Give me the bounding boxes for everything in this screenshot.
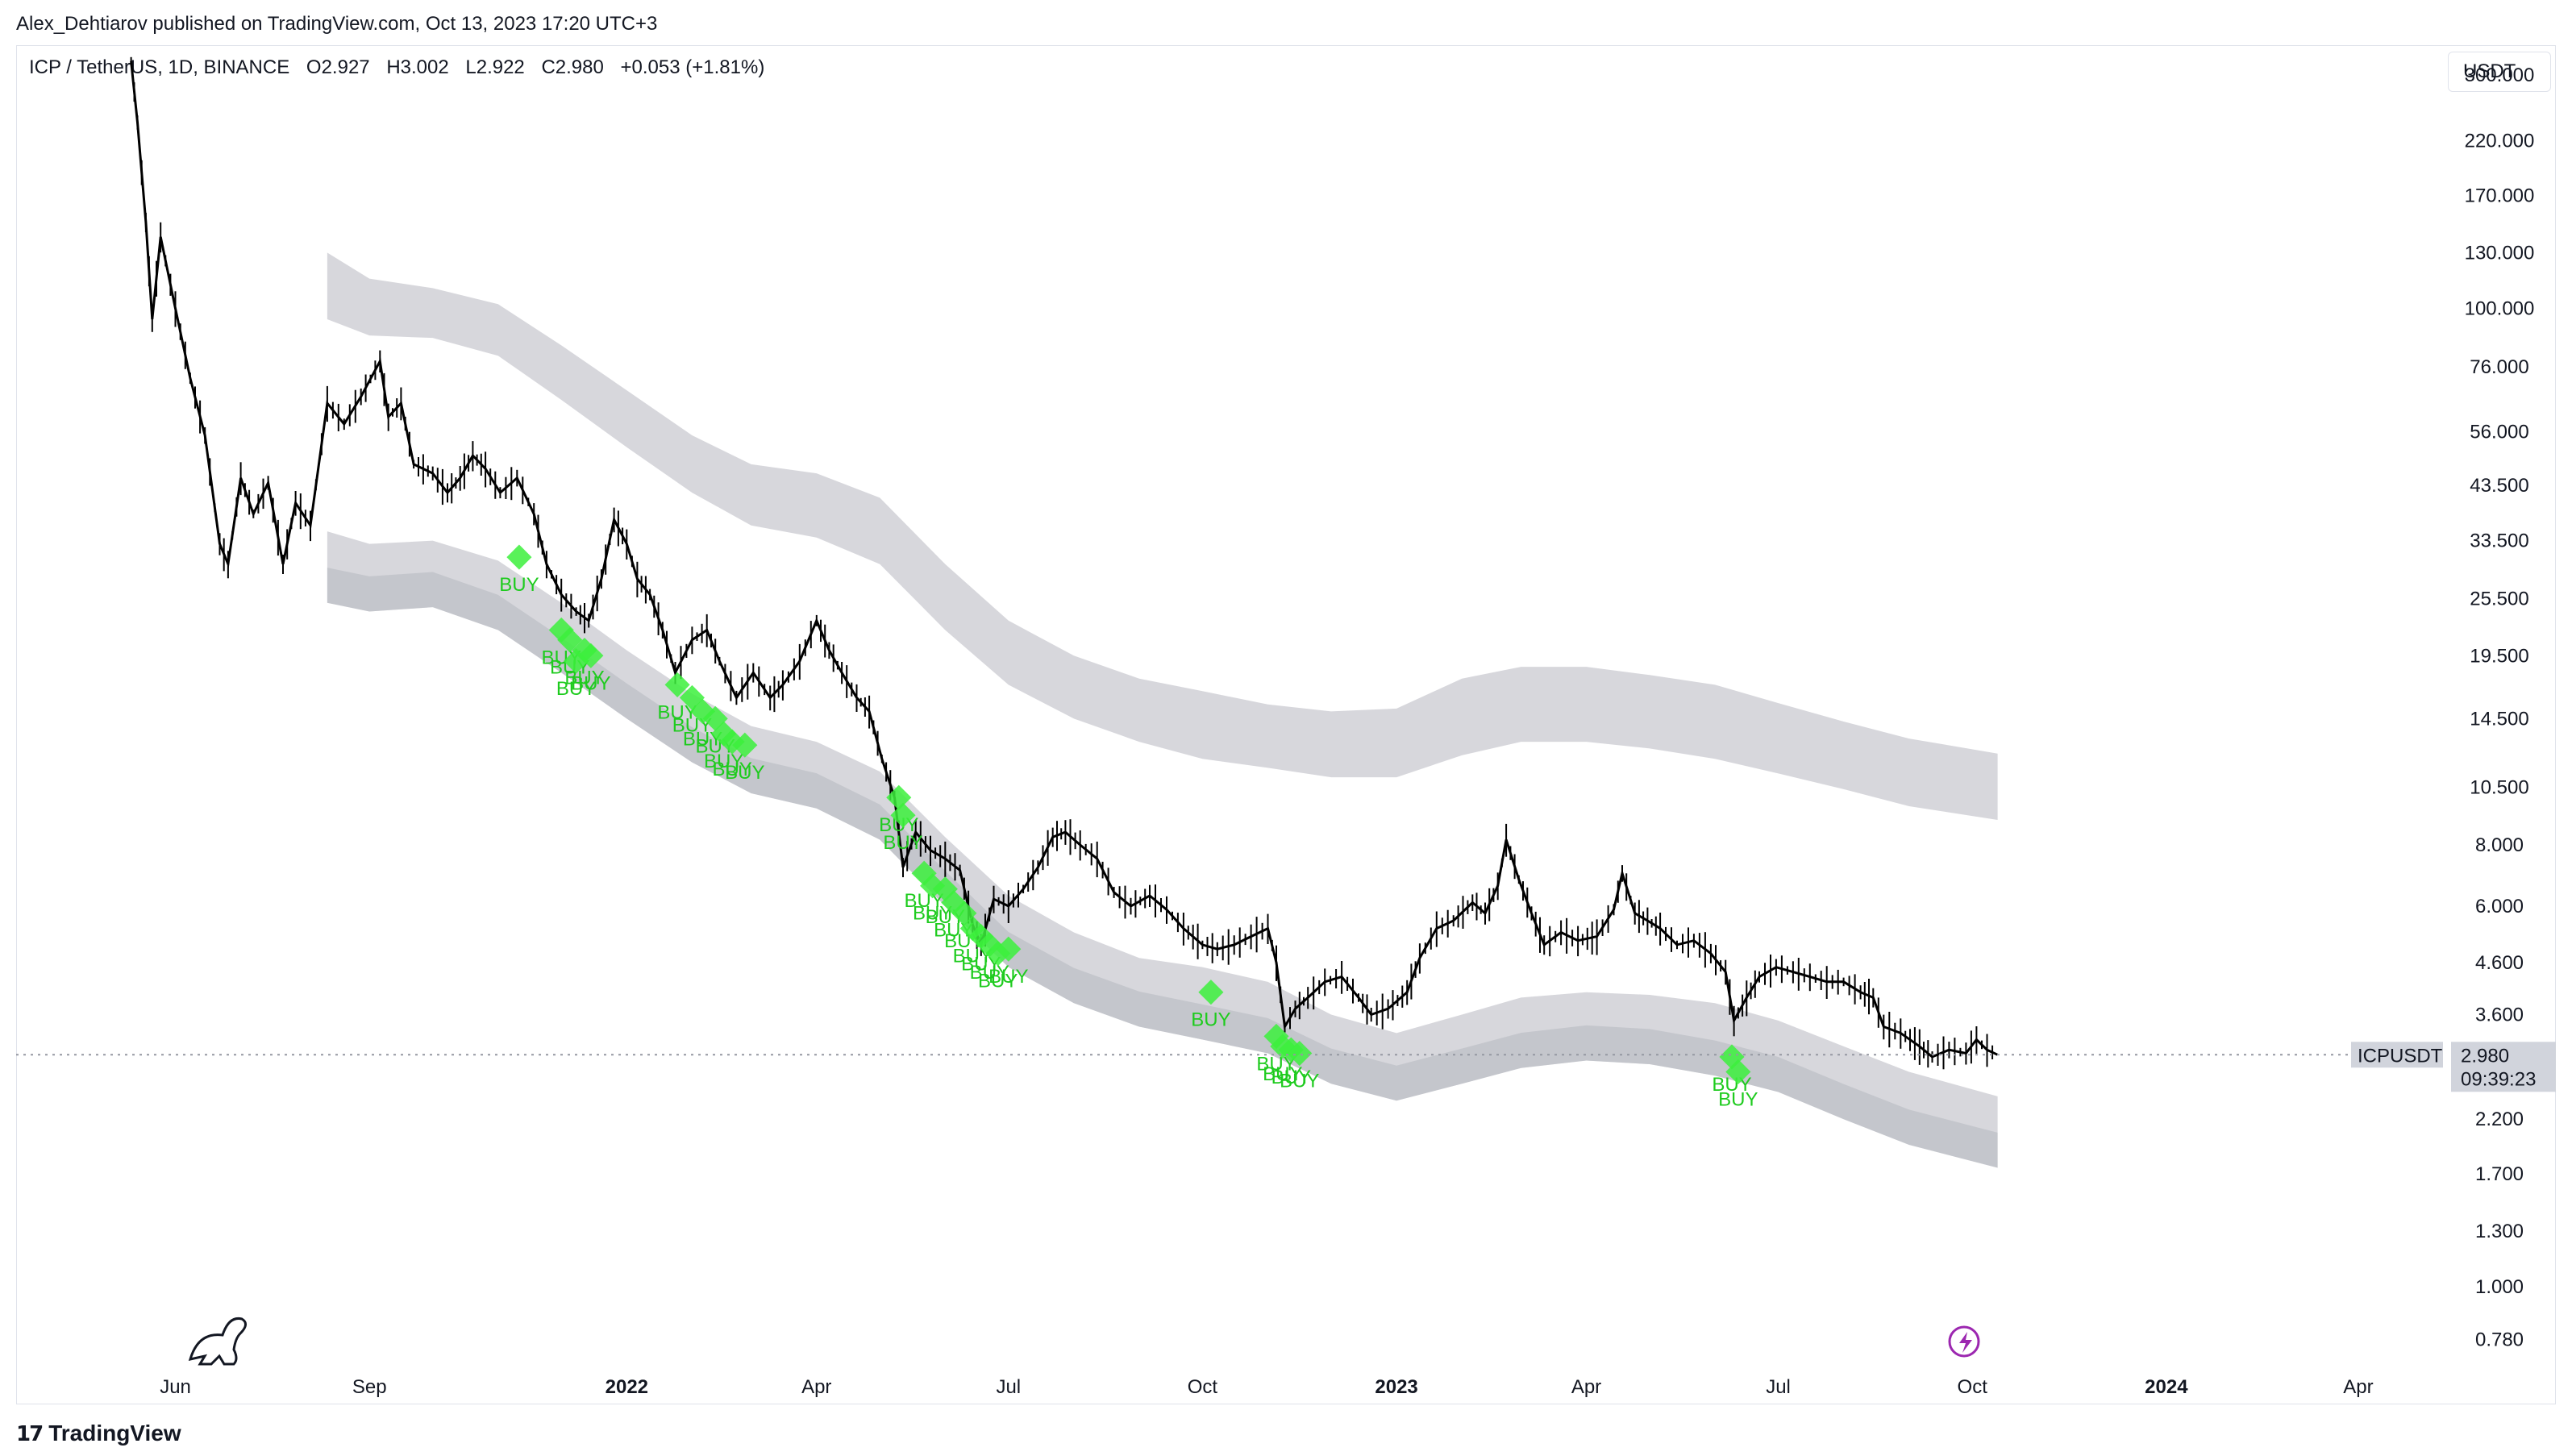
y-tick-label: 1.000 (2475, 1276, 2524, 1298)
y-tick-label: 25.500 (2470, 589, 2528, 610)
buy-diamond (1725, 1059, 1751, 1084)
buy-label: BUY (571, 672, 610, 694)
last-price-value-bg (2451, 1042, 2556, 1092)
x-tick-label: 2023 (1375, 1376, 1417, 1398)
buy-diamond (506, 544, 532, 570)
buy-signal: BUY (1718, 1059, 1758, 1110)
buy-label: BUY (978, 971, 1018, 992)
buy-signal: BUY (1191, 980, 1231, 1031)
buy-label: BUY (988, 966, 1028, 988)
buy-label: BUY (1263, 1063, 1302, 1085)
buy-diamond (1198, 980, 1224, 1005)
x-tick-label: Jul (1766, 1376, 1791, 1398)
tradingview-logo-icon: 𝟭𝟳 (16, 1421, 44, 1446)
y-tick-label: 3.600 (2475, 1004, 2524, 1025)
y-tick-label: 10.500 (2470, 776, 2528, 798)
y-tick-label: 130.000 (2465, 242, 2535, 264)
x-tick-label: 2024 (2145, 1376, 2188, 1398)
buy-label: BUY (1191, 1009, 1230, 1031)
buy-label: BUY (704, 751, 743, 772)
y-tick-label: 170.000 (2465, 185, 2535, 207)
buy-label: BUY (883, 832, 922, 854)
publisher-caption: Alex_Dehtiarov published on TradingView.… (16, 13, 658, 35)
x-tick-label: Apr (2343, 1376, 2373, 1398)
band-lower-outer (327, 531, 1998, 1168)
x-tick-label: Apr (801, 1376, 831, 1398)
y-tick-label: 1.700 (2475, 1163, 2524, 1185)
y-tick-label: 8.000 (2475, 834, 2524, 856)
legend-high: H3.002 (386, 56, 449, 78)
y-tick-label: 300.000 (2465, 64, 2535, 86)
buy-label: BUY (1718, 1088, 1758, 1110)
band-lower-core (327, 568, 1998, 1168)
buy-signal: BUY (1280, 1040, 1319, 1092)
y-tick-label: 56.000 (2470, 421, 2528, 443)
buy-label: BUY (970, 962, 1009, 984)
x-tick-label: 2022 (606, 1376, 648, 1398)
last-price-countdown: 09:39:23 (2461, 1068, 2536, 1090)
buy-signal: BUY (926, 876, 965, 928)
buy-signal: BUY (883, 802, 923, 854)
y-tick-label: 4.600 (2475, 952, 2524, 974)
y-tick-label: 100.000 (2465, 297, 2535, 319)
buy-signal: BUY (1271, 1037, 1311, 1088)
x-tick-label: Apr (1571, 1376, 1601, 1398)
buy-label: BUY (1280, 1071, 1319, 1092)
buy-label: BUY (725, 762, 764, 784)
x-tick-label: Jun (160, 1376, 191, 1398)
lightning-bolt-icon (1959, 1332, 1972, 1353)
legend-symbol[interactable]: ICP / TetherUS, 1D, BINANCE (29, 56, 290, 78)
buy-label: BUY (556, 678, 596, 700)
y-tick-label: 220.000 (2465, 131, 2535, 152)
currency-selector[interactable]: USDT (2448, 52, 2551, 92)
buy-diamond (664, 672, 690, 697)
y-tick-label: 1.300 (2475, 1221, 2524, 1242)
y-tick-label: 0.780 (2475, 1329, 2524, 1350)
y-tick-label: 14.500 (2470, 708, 2528, 730)
legend-low: L2.922 (465, 56, 525, 78)
symbol-legend: ICP / TetherUS, 1D, BINANCE O2.927 H3.00… (29, 56, 776, 79)
last-price-value: 2.980 (2461, 1045, 2509, 1067)
x-tick-label: Oct (1958, 1376, 1988, 1398)
lightning-icon (1948, 1325, 1980, 1358)
buy-label: BUY (712, 759, 751, 780)
chart-pane[interactable] (16, 45, 2556, 1404)
y-tick-label: 33.500 (2470, 530, 2528, 552)
y-tick-label: 43.500 (2470, 475, 2528, 497)
y-tick-label: 2.200 (2475, 1109, 2524, 1130)
buy-label: BUY (1271, 1067, 1311, 1088)
band-upper (327, 252, 1998, 821)
buy-diamond (1287, 1040, 1313, 1067)
buy-signal: BUY (657, 672, 697, 723)
x-tick-label: Oct (1188, 1376, 1218, 1398)
dino-icon (188, 1317, 247, 1366)
x-tick-label: Jul (996, 1376, 1021, 1398)
buy-diamond (996, 936, 1022, 962)
legend-open: O2.927 (306, 56, 370, 78)
x-tick-label: Sep (352, 1376, 387, 1398)
legend-close: C2.980 (541, 56, 604, 78)
last-price-symbol-bg (2351, 1042, 2443, 1068)
y-tick-label: 76.000 (2470, 356, 2528, 378)
y-tick-label: 19.500 (2470, 645, 2528, 667)
legend-change: +0.053 (+1.81%) (620, 56, 765, 78)
buy-signal: BUY (988, 936, 1028, 988)
buy-label: BUY (564, 668, 604, 689)
tradingview-logo[interactable]: 𝟭𝟳 TradingView (16, 1421, 181, 1446)
tradingview-brand: TradingView (48, 1421, 181, 1446)
y-tick-label: 6.000 (2475, 896, 2524, 917)
last-price-symbol: ICPUSDT (2358, 1045, 2443, 1067)
buy-label: BUY (904, 890, 943, 912)
buy-label: BUY (499, 574, 539, 596)
